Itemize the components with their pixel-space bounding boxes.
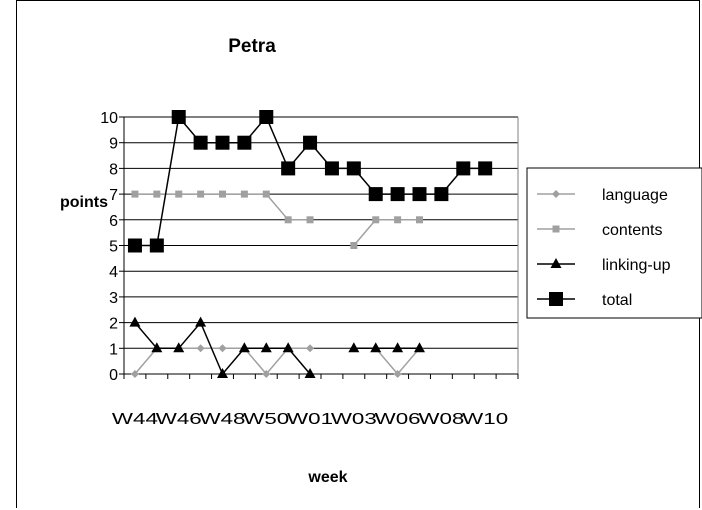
- data-point: [127, 238, 142, 253]
- legend-item: total: [537, 292, 632, 309]
- series-total: [127, 110, 493, 253]
- data-point: [238, 342, 250, 353]
- legend-marker: [552, 190, 560, 198]
- data-point: [350, 242, 358, 249]
- x-tick-label: W10: [462, 411, 508, 428]
- y-tick-label: 8: [109, 161, 118, 178]
- legend-marker: [550, 258, 562, 268]
- legend-marker: [549, 292, 563, 306]
- chart-title: Petra: [228, 36, 276, 57]
- y-tick-label: 10: [100, 110, 118, 127]
- series-language: [130, 344, 424, 378]
- data-point: [260, 342, 272, 353]
- series-layer: [127, 110, 493, 378]
- data-point: [303, 135, 318, 150]
- data-point: [368, 187, 383, 202]
- gridlines: [124, 116, 518, 349]
- data-point: [173, 342, 185, 353]
- data-point: [306, 344, 315, 353]
- series-linking-up: [129, 316, 425, 378]
- legend-label: linking-up: [602, 257, 671, 274]
- series-line: [353, 219, 420, 246]
- data-point: [414, 342, 425, 353]
- x-tick-label: W46: [156, 411, 202, 428]
- axes: [119, 116, 519, 379]
- data-point: [456, 161, 471, 176]
- data-point: [197, 190, 205, 198]
- data-point: [131, 190, 139, 198]
- legend-label: language: [602, 187, 668, 204]
- data-point: [282, 342, 294, 353]
- data-point: [262, 190, 270, 198]
- data-point: [130, 370, 139, 378]
- data-point: [153, 190, 161, 198]
- data-point: [171, 110, 186, 124]
- data-point: [281, 161, 296, 176]
- data-point: [392, 342, 404, 353]
- x-tick-label: W03: [331, 411, 377, 428]
- data-point: [348, 342, 360, 353]
- x-tick-label: W48: [200, 411, 246, 428]
- y-ticks: 0 1 2 3 4 5 6 7 8 9 10: [100, 110, 118, 384]
- data-point: [149, 238, 164, 253]
- legend-marker: [552, 225, 560, 233]
- legend: language contents linking-up total: [526, 167, 702, 319]
- data-point: [478, 161, 493, 176]
- legend-item: contents: [537, 222, 662, 239]
- data-point: [259, 110, 274, 124]
- x-axis-label: week: [307, 469, 347, 486]
- data-point: [262, 370, 271, 378]
- data-point: [412, 187, 427, 202]
- x-tick-label: W44: [112, 411, 158, 428]
- data-point: [175, 190, 183, 198]
- legend-label: contents: [602, 222, 662, 239]
- y-tick-label: 6: [109, 213, 118, 230]
- x-tick-label: W01: [287, 411, 333, 428]
- data-point: [346, 161, 361, 176]
- y-axis-label: points: [60, 194, 108, 211]
- data-point: [237, 135, 252, 150]
- data-point: [434, 187, 449, 202]
- y-tick-label: 9: [109, 136, 118, 153]
- y-tick-label: 5: [109, 239, 118, 256]
- y-tick-label: 3: [109, 290, 118, 307]
- x-tick-label: W50: [243, 411, 289, 428]
- data-point: [240, 190, 248, 198]
- data-point: [306, 216, 314, 224]
- data-point: [390, 187, 405, 202]
- data-point: [324, 161, 339, 176]
- data-point: [284, 216, 292, 224]
- y-tick-label: 7: [109, 187, 118, 204]
- y-tick-label: 4: [109, 264, 118, 281]
- data-point: [370, 342, 382, 353]
- legend-item: linking-up: [537, 257, 671, 274]
- data-point: [217, 368, 228, 378]
- y-tick-label: 2: [109, 316, 118, 333]
- series-contents: [131, 190, 423, 249]
- data-point: [416, 216, 423, 224]
- data-point: [129, 316, 141, 327]
- y-tick-label: 0: [109, 367, 118, 384]
- data-point: [151, 342, 163, 353]
- x-tick-label: W08: [418, 411, 464, 428]
- data-point: [393, 370, 402, 378]
- data-point: [193, 135, 208, 150]
- data-point: [219, 190, 226, 198]
- data-point: [195, 316, 207, 327]
- data-point: [304, 368, 316, 378]
- x-tick-label: W06: [375, 411, 421, 428]
- legend-label: total: [602, 292, 632, 309]
- data-point: [215, 135, 230, 150]
- data-point: [196, 344, 205, 353]
- data-point: [372, 216, 380, 224]
- data-point: [394, 216, 402, 224]
- data-point: [218, 344, 227, 353]
- y-tick-label: 1: [109, 341, 118, 358]
- legend-item: language: [537, 187, 668, 204]
